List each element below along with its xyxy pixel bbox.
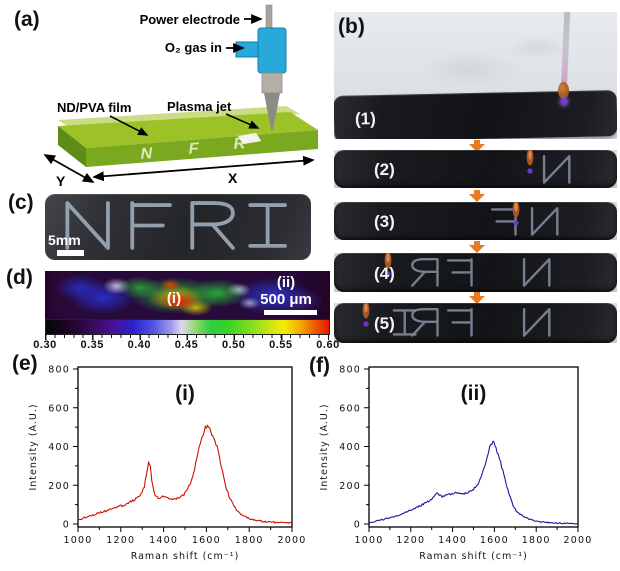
film-strip-photo	[334, 303, 617, 343]
svg-text:1400: 1400	[149, 535, 178, 546]
frame-number: (5)	[374, 314, 395, 333]
strip-artwork	[334, 202, 617, 240]
strip-artwork	[362, 303, 617, 343]
scale-bar-label: 5mm	[48, 232, 81, 248]
plasma-jet-tip	[558, 82, 569, 99]
svg-text:Raman shift (cm⁻¹): Raman shift (cm⁻¹)	[419, 551, 528, 562]
raman-map-heatmap: (i) (ii) 500 μm	[45, 271, 330, 320]
device-body	[257, 27, 287, 74]
device-lower-tube	[261, 72, 283, 94]
photo-frame-1: (1)	[334, 12, 617, 139]
photo-frame-2: (2)	[334, 150, 617, 188]
svg-text:600: 600	[48, 403, 70, 414]
svg-text:1400: 1400	[438, 535, 467, 546]
photo-frame-5: (5)	[334, 303, 617, 343]
plasma-jet-label: Plasma jet	[167, 99, 232, 114]
frame-number: (3)	[374, 212, 395, 231]
panel-d-label: (d)	[6, 266, 33, 289]
svg-text:800: 800	[339, 365, 361, 376]
film-strip-photo	[334, 253, 617, 292]
y-axis-label: Y	[56, 173, 66, 189]
svg-text:1600: 1600	[480, 535, 509, 546]
svg-text:1800: 1800	[522, 535, 551, 546]
svg-text:Intensity (A.U.): Intensity (A.U.)	[319, 403, 330, 490]
colorbar-tick-labels: 0.30 0.35 0.40 0.45 0.50 0.55 0.60	[33, 339, 339, 352]
scale-bar	[57, 250, 84, 256]
colorbar	[45, 319, 330, 335]
panel-a-label: (a)	[14, 8, 40, 31]
x-axis-label: X	[228, 170, 238, 186]
gas-in-label: O₂ gas in	[165, 40, 222, 55]
panel-a-schematic: N F R Power electrode O₂ gas in ND/PVA f…	[43, 4, 318, 189]
photo-frame-4: (4)	[334, 253, 617, 292]
film-strip-photo	[334, 202, 617, 240]
svg-text:1000: 1000	[355, 535, 384, 546]
strip-artwork	[526, 150, 617, 188]
down-arrow-icon	[469, 292, 485, 304]
frame-number: (2)	[374, 160, 395, 179]
plasma-jet-arrow	[225, 113, 260, 129]
colorbar-tick-label: 0.30	[33, 339, 57, 351]
panel-b-label: (b)	[338, 15, 365, 38]
svg-text:400: 400	[339, 442, 361, 453]
svg-text:(ii): (ii)	[461, 382, 487, 405]
power-electrode-label: Power electrode	[140, 12, 240, 27]
region-i-label: (i)	[166, 290, 182, 307]
svg-text:1600: 1600	[192, 535, 221, 546]
scale-bar-label: 500 μm	[260, 291, 312, 308]
plasma-jet-pipette	[561, 12, 571, 87]
down-arrow-icon	[469, 140, 485, 152]
svg-text:Intensity (A.U.): Intensity (A.U.)	[28, 403, 39, 490]
colorbar-tick-label: 0.55	[269, 339, 293, 351]
colorbar-tick-label: 0.40	[127, 339, 152, 351]
down-arrow-icon	[469, 190, 485, 202]
colorbar-tick-label: 0.45	[174, 339, 199, 351]
svg-text:0: 0	[354, 520, 361, 531]
svg-text:1000: 1000	[64, 535, 93, 546]
scale-bar	[264, 310, 317, 315]
region-ii-label: (ii)	[276, 274, 296, 291]
svg-text:(i): (i)	[175, 382, 195, 405]
frame-number: (1)	[354, 109, 377, 129]
y-axis-arrow	[43, 154, 95, 183]
svg-text:0: 0	[63, 520, 70, 531]
film-written-block	[237, 132, 262, 145]
written-nfri-letters	[45, 194, 311, 260]
colorbar-tick-label: 0.50	[221, 339, 246, 351]
panel-e-label: (e)	[12, 352, 38, 375]
film-arrow	[109, 115, 149, 136]
colorbar-major-ticks	[45, 334, 329, 340]
svg-text:600: 600	[339, 403, 361, 414]
gas-inlet-tube	[235, 41, 261, 58]
power-electrode-rod	[265, 4, 273, 32]
svg-text:2000: 2000	[564, 535, 593, 546]
svg-text:1200: 1200	[396, 535, 425, 546]
raman-spectrum-i-chart: 1000 1200 1400 1600 1800 2000 0 200 400 600 800 Ram…	[28, 365, 307, 563]
nfri-film-photo: 5mm	[45, 194, 311, 260]
svg-text:400: 400	[48, 442, 70, 453]
svg-text:2000: 2000	[278, 535, 307, 546]
svg-text:800: 800	[48, 365, 70, 376]
svg-text:200: 200	[48, 481, 70, 492]
colorbar-tick-label: 0.35	[80, 339, 104, 351]
frame-number: (4)	[374, 264, 395, 283]
raman-spectrum-ii-chart: 1000 1200 1400 1600 1800 2000 0 200 400 600 800 Ram…	[319, 365, 593, 563]
down-arrow-icon	[469, 241, 485, 253]
svg-text:1800: 1800	[235, 535, 264, 546]
panel-f-label: (f)	[309, 354, 330, 377]
plasma-needle	[264, 93, 280, 130]
photo-frame-3: (3)	[334, 202, 617, 240]
strip-artwork	[384, 253, 617, 292]
colorbar-tick-label: 0.60	[316, 339, 340, 351]
film-letter-f: F	[187, 139, 200, 157]
film-strip-photo: (1)	[334, 90, 617, 139]
svg-text:200: 200	[339, 481, 361, 492]
film-label: ND/PVA film	[57, 100, 131, 115]
svg-text:Raman shift (cm⁻¹): Raman shift (cm⁻¹)	[131, 551, 240, 562]
panel-c-label: (c)	[8, 191, 34, 214]
x-axis-arrow	[92, 155, 315, 182]
svg-text:1200: 1200	[106, 535, 135, 546]
plasma-glow	[561, 98, 567, 105]
